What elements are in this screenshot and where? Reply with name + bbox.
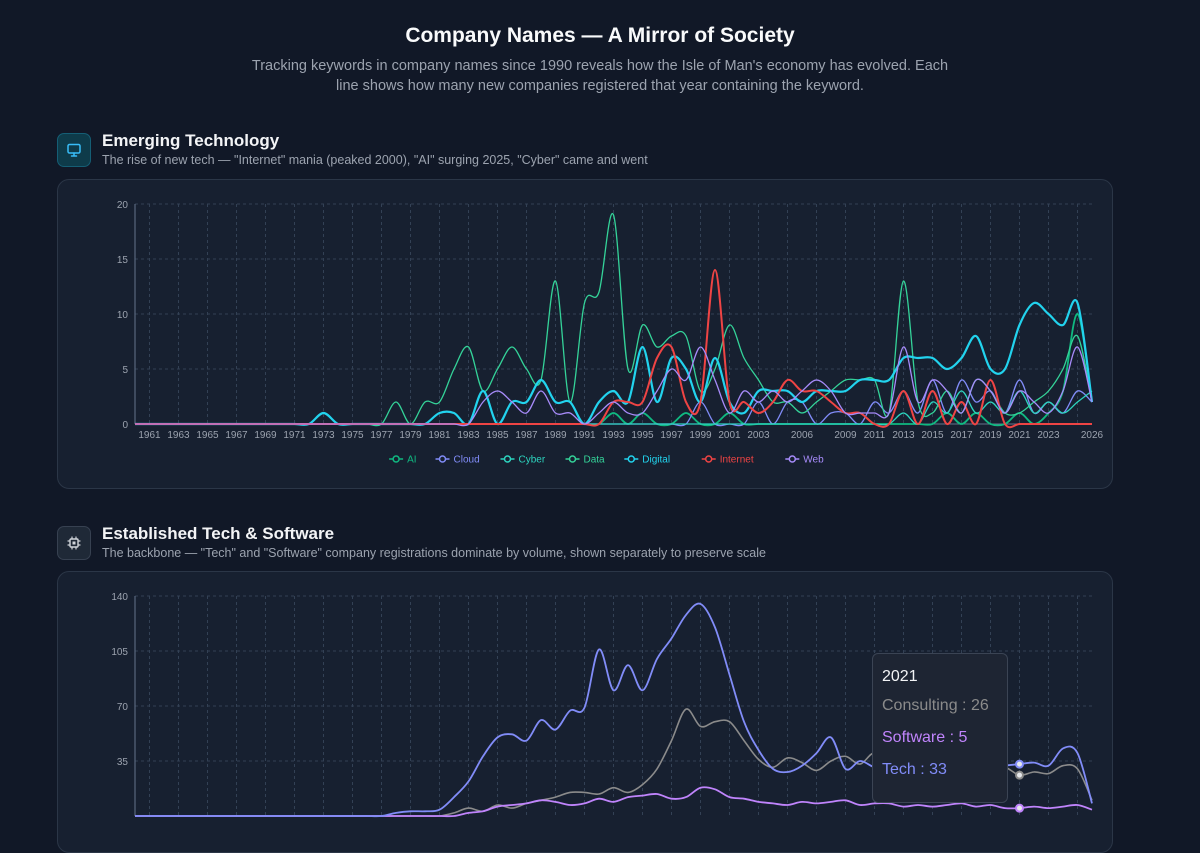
hover-point-software [1015,803,1024,813]
section-title: Emerging Technology [102,131,280,150]
series-line-web [135,346,1093,427]
x-tick-label: 1961 [138,430,161,441]
page-header: Company Names — A Mirror of Society Trac… [0,0,1200,96]
x-tick-label: 2017 [950,430,973,441]
tooltip-rows: Consulting : 26 Software : 5 Tech : 33 [882,690,998,786]
x-tick-label: 1989 [544,430,567,441]
y-tick-label: 70 [117,702,129,713]
legend-label: Data [584,455,606,466]
x-tick-label: 2026 [1081,430,1104,441]
legend-item-cyber[interactable]: Cyber [500,455,546,466]
x-tick-label: 1995 [631,430,654,441]
y-tick-label: 0 [122,420,128,431]
x-tick-label: 1967 [225,430,248,441]
y-tick-label: 10 [117,310,129,321]
x-tick-label: 1977 [370,430,393,441]
y-tick-label: 15 [117,255,129,266]
section-header: Emerging Technology The rise of new tech… [57,131,1113,171]
legend-label: Cloud [454,455,480,466]
x-tick-label: 2019 [979,430,1002,441]
page-title: Company Names — A Mirror of Society [405,24,795,47]
x-tick-label: 1965 [196,430,219,441]
legend-label: Digital [642,455,670,466]
tooltip-row: Tech : 33 [882,761,947,778]
y-tick-label: 20 [117,200,129,211]
x-tick-label: 2001 [718,430,741,441]
legend-label: Internet [720,455,754,466]
x-tick-label: 1987 [515,430,538,441]
x-tick-label: 1963 [167,430,190,441]
x-tick-label: 2003 [747,430,770,441]
x-tick-label: 2009 [834,430,857,441]
x-tick-label: 1971 [283,430,306,441]
legend-item-data[interactable]: Data [565,455,606,466]
tooltip-row: Software : 5 [882,729,968,746]
section-subtitle: The backbone — "Tech" and "Software" com… [102,546,766,560]
chip-icon [57,526,91,560]
section-title: Established Tech & Software [102,524,335,543]
x-tick-label: 1973 [312,430,335,441]
legend-label: Web [803,455,824,466]
monitor-icon [57,133,91,167]
x-tick-label: 2013 [892,430,915,441]
section-subtitle: The rise of new tech — "Internet" mania … [102,153,648,167]
hover-point-tech [1015,759,1024,769]
x-tick-label: 1981 [428,430,451,441]
section-header: Established Tech & Software The backbone… [57,524,1113,564]
x-tick-label: 2021 [1008,430,1031,441]
page-description: Tracking keywords in company names since… [251,58,949,94]
x-tick-label: 1969 [254,430,277,441]
x-tick-label: 1991 [573,430,596,441]
hover-point-consulting [1015,770,1024,780]
x-tick-label: 2015 [921,430,944,441]
legend-label: Cyber [519,455,546,466]
legend-item-cloud[interactable]: Cloud [435,455,480,466]
x-tick-label: 1993 [602,430,625,441]
x-tick-label: 2006 [791,430,814,441]
y-tick-label: 35 [117,757,129,768]
y-tick-label: 105 [111,647,128,658]
x-tick-label: 1999 [689,430,712,441]
x-tick-label: 1975 [341,430,364,441]
legend-item-digital[interactable]: Digital [624,455,670,466]
legend-label: AI [407,455,416,466]
x-tick-label: 2011 [864,430,886,441]
x-tick-label: 1979 [399,430,422,441]
x-tick-label: 1997 [660,430,683,441]
chart-emerging-technology: 0 5 10 15 20 1961 1963 1965 1967 1969 1971 1973 1975… [117,200,1104,466]
x-tick-label: 2023 [1037,430,1060,441]
y-tick-label: 5 [122,365,128,376]
legend-item-web[interactable]: Web [785,455,824,466]
legend-item-internet[interactable]: Internet [701,455,754,466]
chart-card: 0 5 10 15 20 1961 1963 1965 1967 1969 1971 1973 1975… [57,179,1113,489]
x-tick-label: 1983 [457,430,480,441]
tooltip-row: Consulting : 26 [882,697,989,714]
section-emerging-technology: Emerging Technology The rise of new tech… [57,131,1113,491]
tooltip-year: 2021 [882,668,918,685]
y-tick-label: 140 [111,592,128,603]
x-tick-label: 1985 [486,430,509,441]
legend-item-ai[interactable]: AI [389,455,417,466]
chart-tooltip: 2021 Consulting : 26 Software : 5 Tech : 3… [872,653,1008,803]
